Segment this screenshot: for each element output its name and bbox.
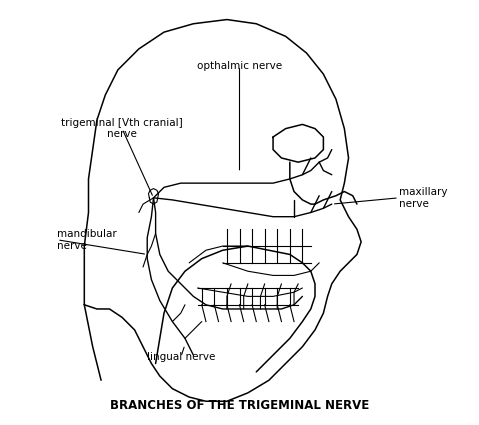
Text: opthalmic nerve: opthalmic nerve xyxy=(197,61,282,71)
Text: trigeminal [Vth cranial]
nerve: trigeminal [Vth cranial] nerve xyxy=(61,118,183,139)
Text: mandibular
nerve: mandibular nerve xyxy=(57,229,117,251)
Text: BRANCHES OF THE TRIGEMINAL NERVE: BRANCHES OF THE TRIGEMINAL NERVE xyxy=(110,399,369,412)
Text: lingual nerve: lingual nerve xyxy=(147,352,215,362)
Text: maxillary
nerve: maxillary nerve xyxy=(399,187,447,209)
